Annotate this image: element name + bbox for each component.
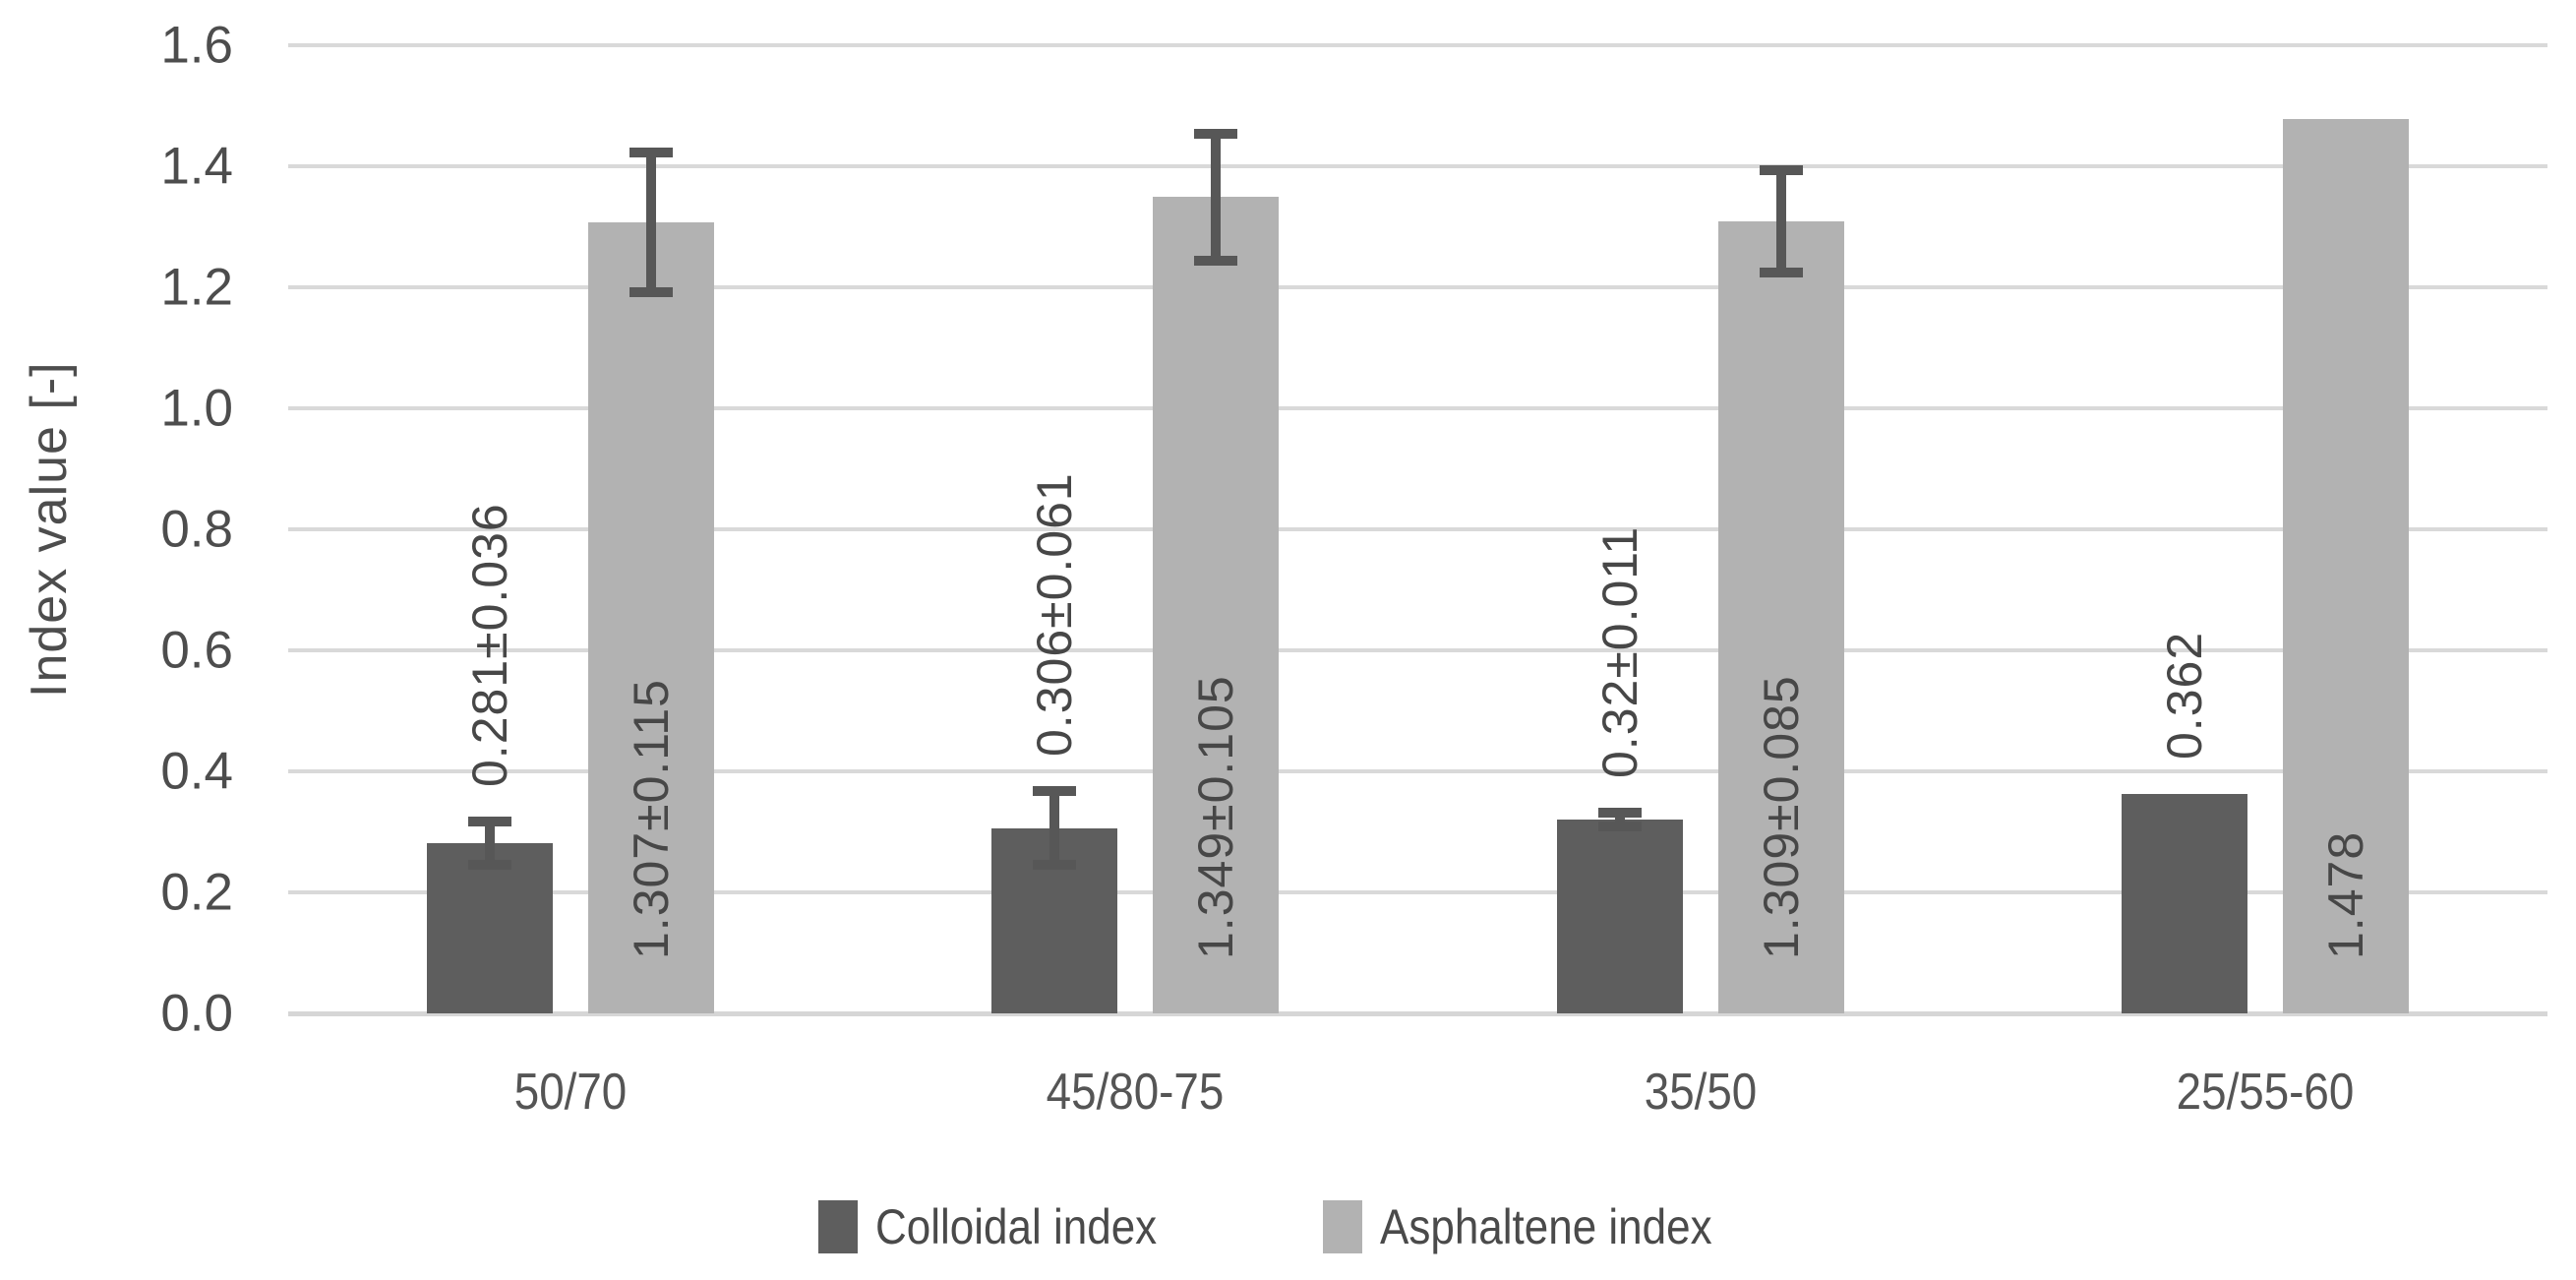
- gridline: [288, 164, 2547, 168]
- y-tick-label: 1.0: [160, 379, 233, 438]
- colloidal-swatch-icon: [818, 1200, 859, 1253]
- x-category-label: 50/70: [513, 1064, 628, 1121]
- x-category-label: 45/80-75: [1047, 1064, 1225, 1121]
- error-bar-cap: [1597, 808, 1642, 819]
- bar-asphaltene: [1717, 220, 1844, 1013]
- x-axis-line: [288, 1011, 2547, 1016]
- gridline: [288, 527, 2547, 531]
- data-label: 0.306±0.061: [1027, 472, 1083, 758]
- y-tick-label: 0.8: [160, 500, 233, 559]
- y-tick-label: 1.4: [160, 137, 233, 196]
- gridline: [288, 43, 2547, 47]
- y-tick-label: 1.6: [160, 16, 233, 75]
- x-category-label: 35/50: [1644, 1064, 1757, 1121]
- bar-asphaltene: [1153, 197, 1280, 1013]
- bar-asphaltene: [588, 222, 715, 1013]
- data-label: 1.307±0.115: [624, 679, 680, 959]
- data-label: 1.309±0.085: [1753, 675, 1809, 959]
- error-bar-cap: [629, 286, 674, 297]
- bar-colloidal: [2121, 794, 2247, 1013]
- error-bar-cap: [1033, 786, 1077, 797]
- bar-colloidal: [1556, 820, 1683, 1013]
- error-bar-cap: [468, 817, 512, 827]
- error-bar-cap: [468, 860, 512, 871]
- error-bar-cap: [1759, 164, 1803, 175]
- error-bar-line: [1775, 169, 1786, 274]
- error-bar-line: [485, 822, 496, 866]
- error-bar-line: [646, 152, 657, 292]
- gridline: [288, 648, 2547, 652]
- y-tick-label: 0.2: [160, 863, 233, 922]
- gridline: [288, 285, 2547, 289]
- asphaltene-swatch-icon: [1323, 1200, 1363, 1253]
- bar-asphaltene: [2282, 119, 2409, 1013]
- y-axis-title: Index value [-]: [21, 361, 78, 698]
- gridline: [288, 406, 2547, 410]
- legend-item-asphaltene: Asphaltene index: [1323, 1198, 1758, 1255]
- y-tick-label: 0.6: [160, 621, 233, 680]
- error-bar-line: [1211, 133, 1222, 261]
- data-label: 0.362: [2156, 632, 2212, 761]
- data-label: 0.32±0.011: [1591, 526, 1647, 779]
- legend: Colloidal index Asphaltene index: [0, 1198, 2576, 1255]
- error-bar-line: [1049, 791, 1060, 866]
- error-bar-cap: [1033, 860, 1077, 871]
- error-bar-cap: [1759, 268, 1803, 278]
- y-tick-label: 0.0: [160, 984, 233, 1043]
- x-category-label: 25/55-60: [2176, 1064, 2355, 1121]
- legend-label-colloidal: Colloidal index: [875, 1199, 1158, 1254]
- y-tick-label: 1.2: [160, 258, 233, 317]
- y-tick-label: 0.4: [160, 742, 233, 801]
- data-label: 1.478: [2317, 830, 2373, 959]
- error-bar-cap: [1597, 821, 1642, 831]
- gridline: [288, 890, 2547, 894]
- error-bar-cap: [1194, 255, 1238, 266]
- error-bar-line: [1614, 813, 1625, 826]
- legend-item-colloidal: Colloidal index: [818, 1198, 1195, 1255]
- legend-label-asphaltene: Asphaltene index: [1380, 1199, 1712, 1254]
- data-label: 1.349±0.105: [1188, 675, 1244, 959]
- gridline: [288, 769, 2547, 773]
- bar-colloidal: [427, 843, 554, 1013]
- error-bar-cap: [1194, 128, 1238, 139]
- error-bar-cap: [629, 148, 674, 158]
- data-label: 0.281±0.036: [462, 503, 518, 788]
